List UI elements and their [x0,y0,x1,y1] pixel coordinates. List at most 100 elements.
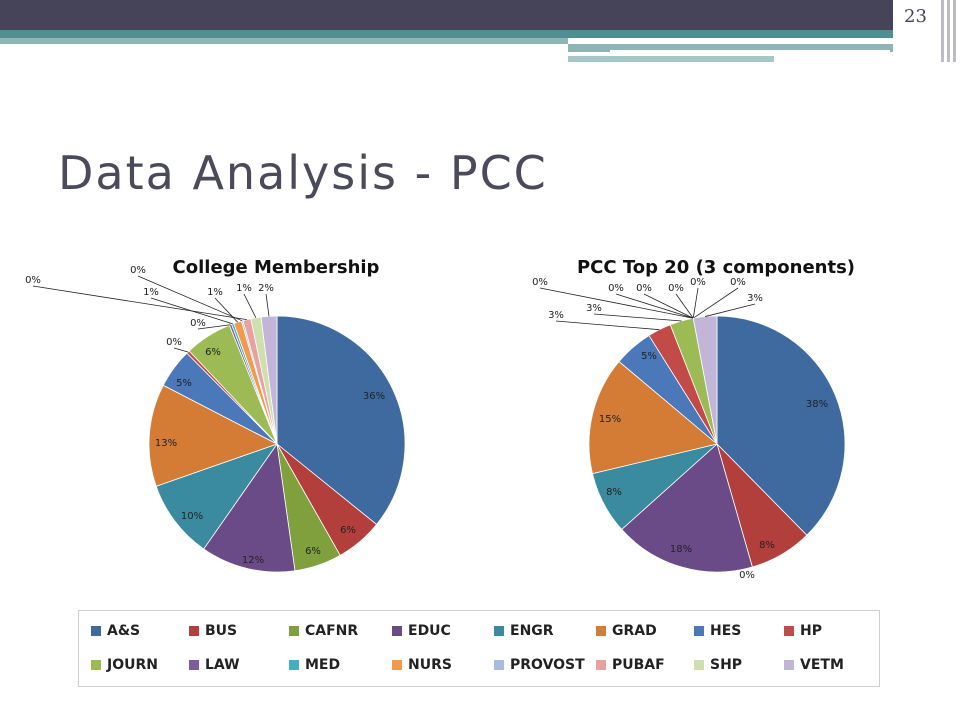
leader-line-hp [173,347,189,353]
pie-slice-educ [203,442,296,573]
legend-label: BUS [205,623,238,639]
pie-slice-educ [621,443,753,573]
legend-label: PUBAF [612,657,665,673]
data-label-med: 0% [608,283,624,294]
leader-line-vetm [704,303,756,317]
leader-line-law [197,324,231,330]
leader-line-provost [675,293,694,319]
legend-swatch [392,660,402,670]
chart-title: College Membership [173,257,380,278]
legend-swatch [784,660,794,670]
leader-line-pubaf [692,287,699,319]
legend-swatch [289,660,299,670]
pie-slice-grad [588,360,718,475]
accent-band-light [568,44,893,52]
data-label-hes: 5% [176,378,192,389]
data-label-a-s: 36% [363,391,385,402]
data-label-shp: 0% [730,277,746,288]
leader-line-shp [693,287,739,319]
legend-label: NURS [408,657,452,673]
data-label-nurs: 0% [636,283,652,294]
data-label-hes: 5% [641,351,657,362]
pie-slice-a-s [276,315,406,526]
data-label-vetm: 2% [258,283,274,294]
accent-band-light [0,38,568,44]
accent-line [610,50,890,52]
data-label-journ: 3% [586,303,602,314]
legend-swatch [784,626,794,636]
data-label-educ: 18% [670,544,692,555]
legend-label: VETM [800,657,844,673]
legend-label: MED [305,657,341,673]
legend-item-journ: JOURN [91,655,158,675]
data-label-nurs: 1% [207,287,223,298]
legend-item-a-s: A&S [91,621,140,641]
legend-label: JOURN [107,657,158,673]
data-label-engr: 8% [606,487,622,498]
leader-line-nurs [214,297,238,323]
leader-line-pubaf [32,285,247,320]
legend-item-hes: HES [694,621,741,641]
leader-line-vetm [265,293,270,317]
leader-line-med [615,293,694,319]
data-label-bus: 6% [340,525,356,536]
legend-item-cafnr: CAFNR [289,621,358,641]
accent-band [0,30,960,38]
legend-swatch [91,626,101,636]
legend-item-provost: PROVOST [494,655,585,675]
legend-swatch [494,660,504,670]
legend-swatch [289,626,299,636]
data-label-grad: 15% [599,414,621,425]
legend-item-engr: ENGR [494,621,554,641]
data-label-journ: 6% [205,347,221,358]
legend-item-grad: GRAD [596,621,657,641]
legend-label: ENGR [510,623,554,639]
legend-swatch [694,626,704,636]
leader-line-nurs [643,293,694,319]
data-label-hp: 0% [166,337,182,348]
data-label-provost: 0% [668,283,684,294]
data-label-provost: 0% [130,265,146,276]
legend-item-nurs: NURS [392,655,452,675]
data-label-vetm: 3% [747,293,763,304]
data-label-pubaf: 0% [690,277,706,288]
legend-label: LAW [205,657,240,673]
slide-corner [893,0,960,62]
data-label-bus: 8% [759,540,775,551]
slide-number: 23 [904,6,927,27]
legend-label: A&S [107,623,141,639]
chart-legend: A&S BUS CAFNR EDUC ENGR GRAD HES HP JOURN LAW MED N… [78,610,880,687]
pie-slice-engr [155,443,279,550]
pie-slice-grad [148,384,279,487]
legend-item-shp: SHP [694,655,742,675]
legend-item-hp: HP [784,621,822,641]
data-label-hp: 3% [548,310,564,321]
legend-label: SHP [710,657,743,673]
leader-line-provost [137,275,243,322]
legend-item-med: MED [289,655,340,675]
legend-label: GRAD [612,623,657,639]
data-label-law: 0% [532,277,548,288]
legend-item-law: LAW [189,655,240,675]
legend-swatch [189,626,199,636]
legend-item-educ: EDUC [392,621,451,641]
legend-swatch [91,660,101,670]
chart-pcc-top20: PCC Top 20 (3 components) 38% 8% 0% 18% 8% 15%… [532,257,855,581]
chart-college-membership: College Membership 36% 6% 6% 12% 10% 13% 5% 0% 6%… [25,257,406,573]
legend-label: PROVOST [510,657,585,673]
legend-swatch [694,660,704,670]
data-label-pubaf: 0% [25,275,41,286]
pie-slice-a-s [716,315,846,536]
pie-slice-vetm [260,315,278,445]
leader-line-journ [593,313,682,322]
legend-label: HES [710,623,742,639]
legend-swatch [494,626,504,636]
page-title: Data Analysis - PCC [58,146,548,200]
pie-charts: College Membership 36% 6% 6% 12% 10% 13% 5% 0% 6%… [25,257,855,581]
data-label-med: 1% [143,287,159,298]
data-label-educ: 12% [242,555,264,566]
leader-line-shp [243,293,257,318]
title-bar [0,0,960,30]
data-label-shp: 1% [236,283,252,294]
legend-label: HP [800,623,822,639]
